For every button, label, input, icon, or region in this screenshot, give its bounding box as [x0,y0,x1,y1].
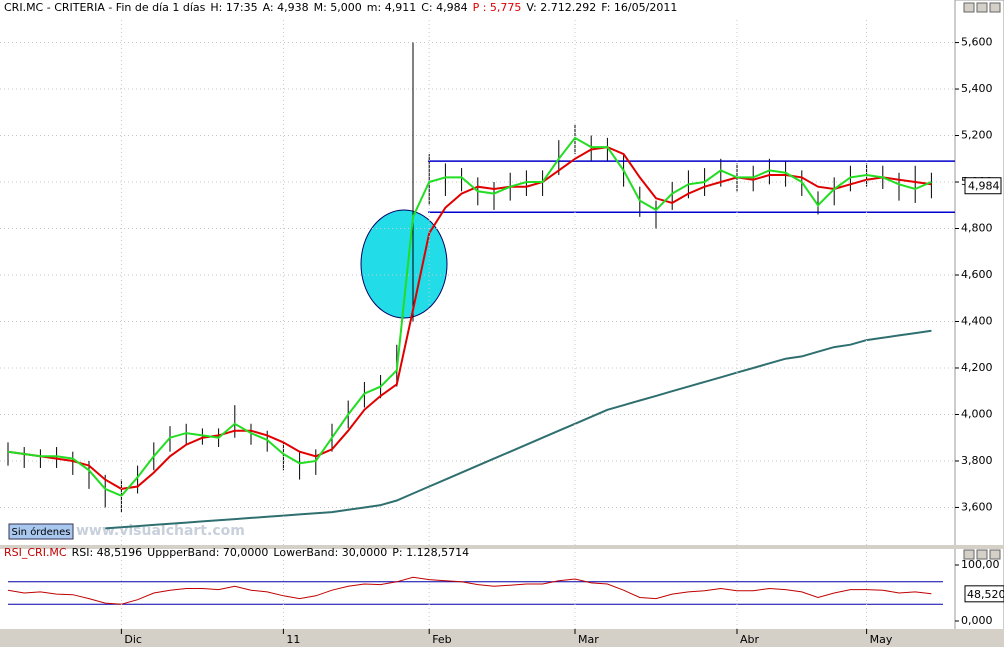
y-tick-label: 4,600 [961,268,993,281]
header-item: RSI_CRI.MC [4,546,67,559]
y-tick-label: 5,400 [961,82,993,95]
header-item: LowerBand: 30,0000 [273,546,387,559]
panel-header: RSI_CRI.MC RSI: 48,5196 UppperBand: 70,000… [4,546,469,559]
x-tick-label: Abr [740,633,760,646]
header-item: F: 16/05/2011 [601,1,677,14]
maximize-button[interactable] [976,2,988,13]
last-price-box [964,177,1002,195]
series-line [7,146,932,490]
x-tick-label: Mar [578,633,599,646]
last-price-label: 4,984 [968,180,1000,193]
rsi-minimize-button[interactable] [963,549,975,560]
x-tick-label: 11 [286,633,300,646]
panel-separator [0,545,1004,549]
x-tick-label: Dic [124,633,142,646]
status-button[interactable] [8,523,74,540]
highlight-ellipse [360,209,448,319]
y-tick-label: 4,200 [961,361,993,374]
header-item: A: 4,938 [263,1,309,14]
price-axis-area [954,0,1004,647]
y-tick-label: 0,000 [961,614,993,627]
x-tick-label: May [870,633,893,646]
last-value-box [964,585,1004,603]
y-tick-label: 4,400 [961,314,993,327]
header-item: M: 5,000 [314,1,362,14]
header-item: V: 2.712.292 [526,1,596,14]
series-line [7,136,932,498]
x-tick-label: Feb [432,633,451,646]
last-value-label: 48,520 [967,588,1004,601]
header-item: H: 17:35 [210,1,257,14]
header-item: C: 4,984 [421,1,467,14]
rsi-close-button[interactable] [989,549,1001,560]
status-button-label: Sin órdenes [12,526,71,538]
series-line [7,576,932,605]
series-line [105,329,932,530]
y-tick-label: 100,00 [961,558,1000,571]
header-item: CRI.MC - CRITERIA - Fin de día 1 días [4,1,206,14]
header-item: m: 4,911 [367,1,416,14]
time-axis-area [0,629,1004,647]
panel-header: CRI.MC - CRITERIA - Fin de día 1 días H: … [4,1,677,14]
y-tick-label: 3,600 [961,500,993,513]
y-tick-label: 3,800 [961,454,993,467]
window-buttons [963,2,1001,560]
header-item: RSI: 48,5196 [72,546,143,559]
close-button[interactable] [989,2,1001,13]
y-tick-label: 5,200 [961,129,993,142]
rsi-maximize-button[interactable] [976,549,988,560]
header-item: P: 1.128,5714 [392,546,469,559]
y-tick-label: 5,600 [961,36,993,49]
minimize-button[interactable] [963,2,975,13]
header-item: P : 5,775 [473,1,522,14]
y-tick-label: 4,800 [961,222,993,235]
y-tick-label: 4,000 [961,407,993,420]
header-item: UppperBand: 70,0000 [147,546,268,559]
